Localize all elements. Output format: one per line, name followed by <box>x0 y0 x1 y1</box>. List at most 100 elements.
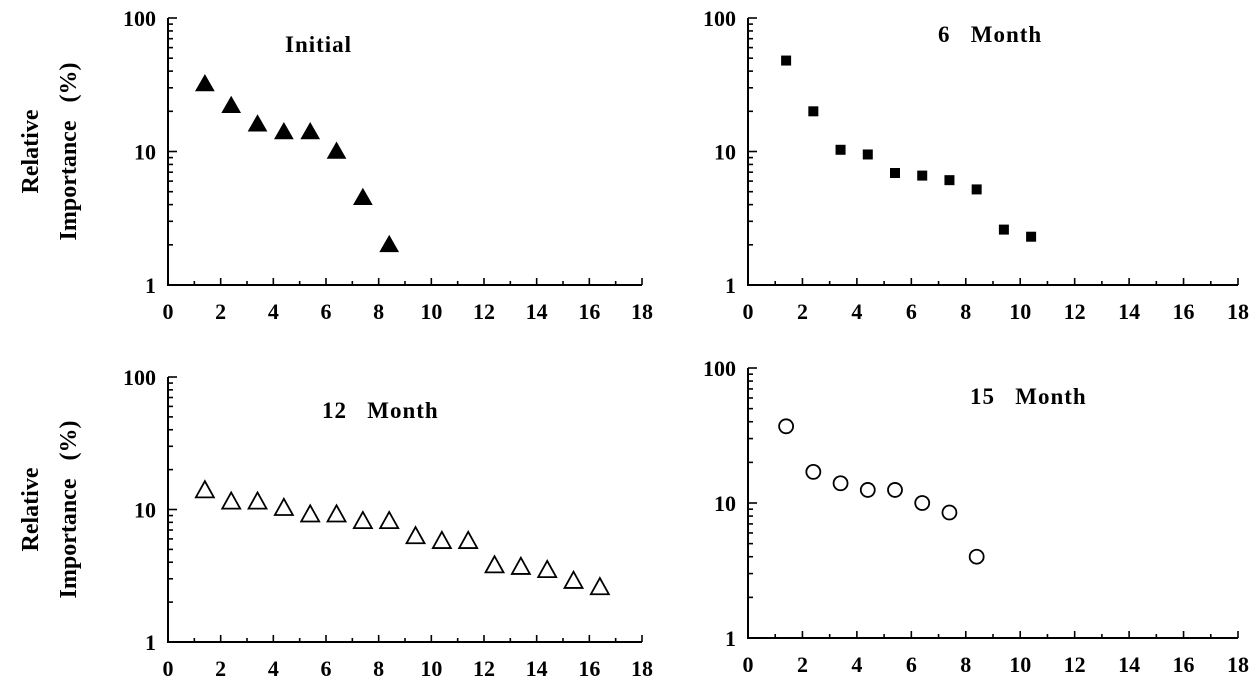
y-axis-label-line2: Importance (%) <box>56 421 82 599</box>
x-tick-label: 0 <box>163 299 174 324</box>
data-point <box>890 168 900 179</box>
y-tick-label: 1 <box>145 630 156 655</box>
x-tick-label: 10 <box>420 656 442 681</box>
data-point <box>536 559 558 579</box>
chart-panel-3: 0 2 4 6 8 10 12 14 16 18 1 10 100 12 Month Relative Imp… <box>18 365 653 681</box>
x-tick-label: 2 <box>797 652 808 677</box>
data-point <box>274 121 294 140</box>
y-tick-label: 100 <box>703 6 736 31</box>
x-tick-label: 10 <box>420 299 442 324</box>
x-tick-label: 0 <box>743 299 754 324</box>
x-tick-label: 12 <box>473 656 495 681</box>
data-point <box>808 106 819 117</box>
x-tick-label: 2 <box>215 299 226 324</box>
y-axis-label-line1: Relative <box>18 109 44 193</box>
x-tick-label: 10 <box>1009 652 1031 677</box>
data-point <box>914 495 931 511</box>
axes-frame <box>167 18 642 286</box>
data-point <box>887 482 903 498</box>
x-tick-label: 14 <box>1118 299 1140 324</box>
x-tick-label: 14 <box>526 299 548 324</box>
x-tick-label: 12 <box>473 299 495 324</box>
x-tick-label: 4 <box>851 652 862 677</box>
data-point <box>326 141 347 159</box>
data-point <box>194 479 216 499</box>
data-point <box>221 95 242 114</box>
x-tick-label: 8 <box>373 299 384 324</box>
data-point <box>195 74 215 92</box>
data-point <box>247 490 269 510</box>
panel-title: 12 Month <box>322 398 439 423</box>
x-tick-label: 8 <box>960 652 971 677</box>
chart-panel-2: 0 2 4 6 8 10 12 14 16 18 1 10 100 6 Month <box>703 6 1249 324</box>
chart-panel-1: 0 2 4 6 8 10 12 14 16 18 1 10 100 Initial Relative Impo… <box>18 6 653 324</box>
data-point <box>971 184 982 195</box>
data-point <box>778 418 795 435</box>
x-tick-label: 0 <box>743 652 754 677</box>
data-point <box>273 496 295 516</box>
data-point <box>379 234 400 253</box>
data-point <box>352 510 374 530</box>
x-tick-label: 8 <box>960 299 971 324</box>
data-point <box>1026 231 1037 242</box>
data-point <box>510 555 532 575</box>
y-tick-label: 10 <box>134 140 156 165</box>
data-point <box>247 114 268 132</box>
data-point <box>917 170 928 181</box>
data-point <box>405 525 427 545</box>
x-tick-label: 14 <box>1118 652 1140 677</box>
x-tick-label: 18 <box>1227 299 1249 324</box>
y-tick-label: 10 <box>714 491 736 516</box>
x-tick-label: 2 <box>797 299 808 324</box>
data-point <box>353 187 373 206</box>
y-tick-label: 1 <box>725 626 736 651</box>
y-tick-label: 10 <box>134 498 156 523</box>
data-point <box>484 554 506 574</box>
x-tick-label: 12 <box>1064 652 1086 677</box>
y-tick-label: 100 <box>123 6 156 31</box>
x-tick-label: 6 <box>321 656 332 681</box>
data-point <box>378 510 400 530</box>
x-tick-label: 6 <box>906 652 917 677</box>
x-tick-label: 18 <box>1227 652 1249 677</box>
data-point <box>859 482 876 498</box>
x-tick-label: 16 <box>1173 299 1195 324</box>
x-tick-label: 10 <box>1009 299 1031 324</box>
data-point <box>563 569 585 589</box>
y-tick-label: 10 <box>714 140 736 165</box>
x-tick-label: 18 <box>631 299 653 324</box>
axes-frame <box>747 18 1238 286</box>
panel-title: Initial <box>285 32 352 57</box>
y-tick-label: 100 <box>123 365 156 390</box>
y-tick-label: 100 <box>703 356 736 381</box>
panel-title: 6 Month <box>938 22 1042 47</box>
data-point <box>299 503 321 523</box>
x-tick-label: 4 <box>268 656 279 681</box>
data-point <box>941 504 958 521</box>
data-point <box>832 475 849 492</box>
data-point <box>998 224 1009 235</box>
x-tick-label: 0 <box>163 656 174 681</box>
data-point <box>805 463 822 480</box>
x-tick-label: 2 <box>215 656 226 681</box>
x-tick-label: 18 <box>631 656 653 681</box>
panel-title: 15 Month <box>970 384 1087 409</box>
data-point <box>862 149 873 160</box>
x-tick-label: 16 <box>1173 652 1195 677</box>
y-axis-label-line1: Relative <box>18 467 44 551</box>
x-tick-label: 6 <box>321 299 332 324</box>
data-point <box>220 490 242 510</box>
x-tick-label: 16 <box>578 656 600 681</box>
x-tick-label: 6 <box>906 299 917 324</box>
chart-panel-4: 0 2 4 6 8 10 12 14 16 18 1 10 100 15 Month <box>703 356 1249 677</box>
data-point <box>431 529 453 549</box>
x-tick-label: 4 <box>851 299 862 324</box>
y-tick-label: 1 <box>725 273 736 298</box>
x-tick-label: 12 <box>1064 299 1086 324</box>
y-axis-label-line2: Importance (%) <box>56 63 82 241</box>
data-point <box>300 121 321 140</box>
data-point <box>835 144 846 155</box>
data-point <box>944 175 955 186</box>
data-point <box>326 503 348 523</box>
